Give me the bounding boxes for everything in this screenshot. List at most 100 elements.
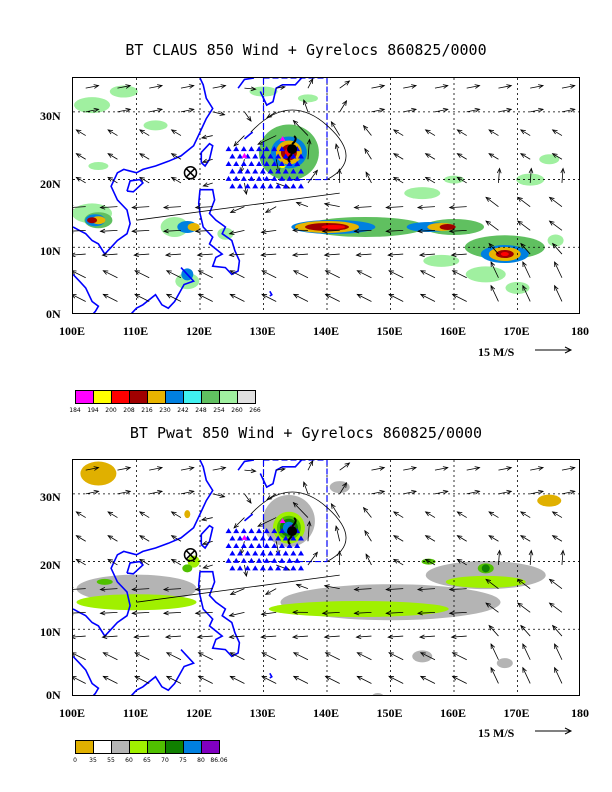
wind-vector-head <box>200 516 207 522</box>
wind-vector-head <box>324 675 331 681</box>
wind-vector <box>419 253 435 256</box>
wind-vector-head <box>303 99 308 106</box>
gyre-triangle <box>233 160 240 166</box>
gyre-triangle <box>240 175 247 181</box>
wind-vector-head <box>321 610 328 616</box>
wind-vector <box>325 676 340 684</box>
wind-vector <box>354 229 372 232</box>
wind-vector <box>73 676 86 684</box>
gyre-triangle <box>294 557 301 563</box>
wind-vector-head <box>548 196 555 202</box>
panel1-lat-label: 20N <box>40 177 61 191</box>
wind-vector-head <box>538 489 545 495</box>
gyre-triangle <box>256 557 263 563</box>
wind-vector-head <box>528 549 534 556</box>
wind-vector <box>419 635 435 638</box>
wind-vector <box>420 294 436 302</box>
wind-vector <box>498 467 512 471</box>
gyre-triangle <box>248 160 255 166</box>
wind-vector-head <box>308 460 314 466</box>
wind-vector <box>229 229 245 235</box>
wind-vector-head <box>229 208 236 213</box>
colorbar-tick-label: 200 <box>105 407 117 414</box>
wind-vector-head <box>353 587 360 592</box>
wind-vector <box>425 558 436 566</box>
wind-vector-head <box>157 107 164 113</box>
gyre-triangle <box>252 153 259 159</box>
wind-vector <box>485 602 499 613</box>
wind-vector <box>195 611 213 614</box>
wind-vector <box>357 652 372 661</box>
gyre-triangle <box>256 175 263 181</box>
wind-vector <box>103 652 118 661</box>
wind-vector-head <box>165 675 172 681</box>
gyre-triangle <box>275 535 282 541</box>
gyre-triangle <box>259 168 266 174</box>
wind-vector <box>490 643 499 660</box>
wind-vector <box>561 168 564 183</box>
wind-vector-head <box>102 293 109 299</box>
wind-vector-head <box>411 489 418 495</box>
wind-vector <box>325 270 340 279</box>
wind-vector-head <box>388 293 395 299</box>
wind-vector <box>452 676 467 684</box>
coastline <box>73 460 214 638</box>
gyre-triangle <box>278 528 285 534</box>
wind-vector <box>498 85 512 89</box>
wind-vector-head <box>188 84 195 89</box>
cloud-region <box>539 154 560 165</box>
colorbar-tick-label: 80 <box>197 757 205 764</box>
wind-vector <box>261 652 277 661</box>
wind-vector <box>165 253 181 256</box>
wind-vector-head <box>292 293 299 299</box>
gyre-triangle <box>290 565 297 571</box>
wind-vector-head <box>456 511 463 517</box>
gyre-triangle <box>267 183 274 189</box>
wind-vector <box>201 135 213 139</box>
wind-vector <box>552 129 563 136</box>
wind-vector-head <box>133 252 140 258</box>
wind-vector <box>303 481 309 494</box>
wind-vector <box>356 253 372 256</box>
wind-vector-head <box>291 634 298 640</box>
wind-vector <box>451 253 467 256</box>
wind-vector-head <box>379 489 386 495</box>
wind-vector-head <box>488 511 495 517</box>
wind-vector <box>449 206 467 209</box>
wind-vector <box>261 635 277 638</box>
gyre-triangle <box>290 550 297 556</box>
wind-vector-head <box>125 84 132 89</box>
wind-vector-head <box>388 270 395 275</box>
gyre-triangle <box>275 153 282 159</box>
gyre-triangle <box>279 517 286 523</box>
colorbar-tick-label: 65 <box>143 757 151 764</box>
wind-vector <box>520 129 531 136</box>
wind-vector <box>388 294 404 302</box>
gyre-triangle <box>271 542 278 548</box>
wind-vector-head <box>260 252 267 258</box>
wind-vector <box>203 182 213 187</box>
wind-vector <box>171 511 182 518</box>
wind-vector-head <box>379 84 386 89</box>
wind-vector <box>561 467 575 471</box>
colorbar-tick-label: 216 <box>141 407 153 414</box>
gyre-triangle <box>282 183 289 189</box>
colorbar-tick-label: 75 <box>179 757 187 764</box>
wind-vector-head <box>292 227 298 233</box>
wind-vector-head <box>424 535 431 540</box>
wind-vector-head <box>138 511 145 517</box>
wind-vector <box>522 643 531 660</box>
wind-vector-head <box>312 169 318 176</box>
coastline <box>269 672 273 679</box>
wind-vector <box>166 294 182 302</box>
wind-vector-head <box>194 587 201 592</box>
wind-vector-head <box>170 535 177 540</box>
wind-vector <box>244 469 256 472</box>
wind-vector <box>490 261 499 278</box>
wind-vector-head <box>569 107 576 113</box>
gyre-triangle <box>290 168 297 174</box>
wind-vector-head <box>451 293 458 299</box>
wind-vector-head <box>266 113 273 119</box>
wind-vector-head <box>260 229 267 235</box>
gyre-triangle <box>282 550 289 556</box>
